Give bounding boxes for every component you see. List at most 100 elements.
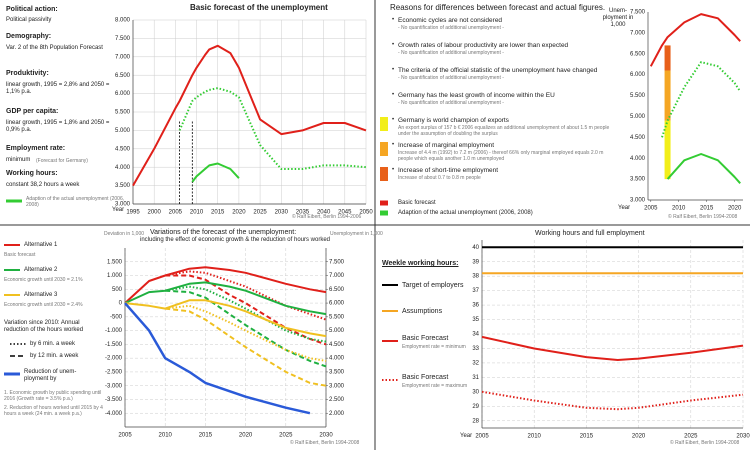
y-tick-label: 38 xyxy=(472,274,479,280)
label: Political action: xyxy=(6,6,58,13)
legend-label: by 6 min. a week xyxy=(30,341,76,347)
y2-tick-label: 4.500 xyxy=(329,342,345,348)
text: constant 38,2 hours a week xyxy=(6,182,80,188)
reason-title: Increase of short-time employment xyxy=(398,167,499,174)
axis-label: Deviation in 1,000 xyxy=(104,231,145,237)
reason-note: - No quantification of additional unempl… xyxy=(398,50,504,56)
x-tick-label: 2020 xyxy=(239,433,253,439)
x-tick-label: 2025 xyxy=(684,434,698,440)
series-line xyxy=(178,87,367,170)
y-tick-label: 30 xyxy=(472,389,479,395)
y-tick-label: 5.500 xyxy=(630,93,646,99)
bar-segment xyxy=(664,70,671,121)
y2-tick-label: 5.500 xyxy=(329,314,345,320)
y-tick-label: 3.000 xyxy=(115,202,131,208)
y-tick-label: 0 xyxy=(119,301,123,307)
legend-sublabel: Basic forecast xyxy=(4,252,36,258)
legend-label: Alternative 1 xyxy=(24,242,58,248)
legend-swatch xyxy=(10,355,26,357)
bullet: • xyxy=(392,17,395,23)
x-tick-label: 2030 xyxy=(736,434,750,440)
bullet: • xyxy=(392,92,395,98)
y-tick-label: 33 xyxy=(472,346,479,352)
y-tick-label: 7.500 xyxy=(630,10,646,16)
x-tick-label: 2010 xyxy=(528,434,542,440)
subtitle: including the effect of economic growth … xyxy=(140,237,330,243)
legend-label: Basic forecast xyxy=(398,200,436,206)
y2-tick-label: 5.000 xyxy=(329,328,345,334)
legend-swatch xyxy=(382,340,398,342)
legend-swatch xyxy=(380,210,388,216)
x-tick-label: 2035 xyxy=(296,210,310,216)
title: Basic forecast of the unemployment xyxy=(190,3,328,12)
series-line xyxy=(124,266,327,304)
y-tick-label: 7.500 xyxy=(115,36,131,42)
x-tick-label: 2020 xyxy=(632,434,646,440)
title: Variations of the forecast of the unempl… xyxy=(150,229,297,236)
reason-title: Increase of marginal employment xyxy=(398,142,495,149)
axis-label: Unem-ployment in 1,000 xyxy=(602,8,634,28)
bullet: • xyxy=(392,67,395,73)
y-tick-label: 4.000 xyxy=(115,165,131,171)
label: Produktivity: xyxy=(6,70,49,77)
legend-swatch xyxy=(380,200,388,206)
source: © Ralf Eibert, Berlin 1994-2008 xyxy=(668,214,738,220)
y-tick-label: -2.500 xyxy=(105,370,123,376)
legend-label: Adaption of the actual unemployment (200… xyxy=(398,210,533,216)
legend-swatch xyxy=(382,310,398,312)
source: © Ralf Eibert, Berlin 1994-2008 xyxy=(290,440,360,446)
series-line xyxy=(649,13,741,67)
reason-color xyxy=(380,167,388,181)
series-line xyxy=(132,44,367,187)
legend-swatch xyxy=(4,294,20,296)
axis-label: Year xyxy=(460,433,473,439)
y2-tick-label: 6.000 xyxy=(329,301,345,307)
y2-tick-label: 2.500 xyxy=(329,397,345,403)
x-tick-label: 2000 xyxy=(148,210,162,216)
title: Working hours and full employment xyxy=(535,230,645,237)
series-line xyxy=(124,299,327,338)
y-tick-label: 36 xyxy=(472,303,479,309)
y-tick-label: -500 xyxy=(110,314,123,320)
series-line xyxy=(165,270,327,321)
title: Reasons for differences between forecast… xyxy=(390,3,606,12)
source: © Ralf Eibert, Berlin 1994-2006 xyxy=(292,214,362,220)
y-tick-label: 1.000 xyxy=(107,273,123,279)
y-tick-label: 31 xyxy=(472,375,479,381)
series-line xyxy=(165,289,327,368)
x-tick-label: 2050 xyxy=(359,210,373,216)
y2-tick-label: 6.500 xyxy=(329,287,345,293)
x-tick-label: 2010 xyxy=(190,210,204,216)
y-tick-label: 5.500 xyxy=(115,110,131,116)
bullet: • xyxy=(392,42,395,48)
series-line xyxy=(165,307,327,387)
legend-label: Adaption of the actual unemployment (200… xyxy=(26,196,125,208)
x-tick-label: 2015 xyxy=(211,210,225,216)
y2-tick-label: 3.000 xyxy=(329,383,345,389)
x-tick-label: 2015 xyxy=(700,206,714,212)
y-tick-label: 7.000 xyxy=(630,30,646,36)
reason-note: Increase of 4.4 m (1992) to 7.2 m (2006)… xyxy=(398,150,604,162)
x-tick-label: 2015 xyxy=(199,433,213,439)
text: linear growth, 1995 = 1,8% and 2050 = 0,… xyxy=(6,120,110,133)
y-tick-label: -2.000 xyxy=(105,356,123,362)
y-tick-label: 6.000 xyxy=(115,91,131,97)
x-tick-label: 2025 xyxy=(279,433,293,439)
reason-title: Germany is world champion of exports xyxy=(398,117,509,124)
x-tick-label: 2030 xyxy=(319,433,333,439)
y-tick-label: 35 xyxy=(472,317,479,323)
y-tick-label: 4.500 xyxy=(630,135,646,141)
series-line xyxy=(165,304,327,362)
y-tick-label: 5.000 xyxy=(630,114,646,120)
note: 2. Reduction of hours worked until 2015 … xyxy=(4,405,103,417)
y-tick-label: 500 xyxy=(112,287,123,293)
reason-title: The criteria of the official statistic o… xyxy=(398,67,598,74)
legend-label: by 12 min. a week xyxy=(30,353,79,359)
y-tick-label: 39 xyxy=(472,259,479,265)
label: Working hours: xyxy=(6,170,58,177)
bullet: • xyxy=(392,142,395,148)
y-tick-label: 6.500 xyxy=(115,73,131,79)
label: Employment rate: xyxy=(6,145,66,152)
y-tick-label: 3.500 xyxy=(115,183,131,189)
source: © Ralf Eibert, Berlin 1994-2008 xyxy=(670,440,740,446)
